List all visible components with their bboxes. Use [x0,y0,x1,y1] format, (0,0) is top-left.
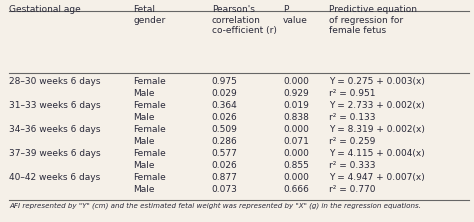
Text: Fetal
gender: Fetal gender [134,6,166,25]
Text: 0.071: 0.071 [283,137,309,146]
Text: r² = 0.333: r² = 0.333 [329,161,375,170]
Text: Y = 2.733 + 0.002(x): Y = 2.733 + 0.002(x) [329,101,425,110]
Text: 0.000: 0.000 [283,125,309,134]
Text: Male: Male [134,161,155,170]
Text: 34–36 weeks 6 days: 34–36 weeks 6 days [9,125,101,134]
Text: 0.929: 0.929 [283,89,309,98]
Text: 0.019: 0.019 [283,101,309,110]
Text: 0.364: 0.364 [212,101,237,110]
Text: 0.073: 0.073 [212,185,237,194]
Text: Gestational age: Gestational age [9,6,81,14]
Text: r² = 0.259: r² = 0.259 [329,137,375,146]
Text: 0.026: 0.026 [212,113,237,122]
Text: 0.000: 0.000 [283,77,309,86]
Text: Female: Female [134,77,166,86]
Text: Male: Male [134,185,155,194]
Text: r² = 0.770: r² = 0.770 [329,185,375,194]
Text: 37–39 weeks 6 days: 37–39 weeks 6 days [9,149,101,158]
Text: Female: Female [134,173,166,182]
Text: 0.509: 0.509 [212,125,237,134]
Text: Female: Female [134,149,166,158]
Text: Y = 4.947 + 0.007(x): Y = 4.947 + 0.007(x) [329,173,425,182]
Text: 0.855: 0.855 [283,161,309,170]
Text: 0.666: 0.666 [283,185,309,194]
Text: 0.286: 0.286 [212,137,237,146]
Text: Male: Male [134,89,155,98]
Text: Predictive equation
of regression for
female fetus: Predictive equation of regression for fe… [329,6,417,35]
Text: 0.000: 0.000 [283,173,309,182]
Text: 0.577: 0.577 [212,149,237,158]
Text: Pearson's
correlation
co-efficient (r): Pearson's correlation co-efficient (r) [212,6,277,35]
Text: Y = 4.115 + 0.004(x): Y = 4.115 + 0.004(x) [329,149,425,158]
Text: Y = 8.319 + 0.002(x): Y = 8.319 + 0.002(x) [329,125,425,134]
Text: 40–42 weeks 6 days: 40–42 weeks 6 days [9,173,101,182]
Text: P
value: P value [283,6,308,25]
Text: Female: Female [134,101,166,110]
Text: 0.029: 0.029 [212,89,237,98]
Text: 0.838: 0.838 [283,113,309,122]
Text: Male: Male [134,113,155,122]
Text: 0.877: 0.877 [212,173,237,182]
Text: 28–30 weeks 6 days: 28–30 weeks 6 days [9,77,101,86]
Text: Female: Female [134,125,166,134]
Text: r² = 0.951: r² = 0.951 [329,89,375,98]
Text: AFI represented by "Y" (cm) and the estimated fetal weight was represented by "X: AFI represented by "Y" (cm) and the esti… [9,202,421,209]
Text: 0.000: 0.000 [283,149,309,158]
Text: 0.975: 0.975 [212,77,237,86]
Text: 0.026: 0.026 [212,161,237,170]
Text: r² = 0.133: r² = 0.133 [329,113,375,122]
Text: Y = 0.275 + 0.003(x): Y = 0.275 + 0.003(x) [329,77,425,86]
Text: Male: Male [134,137,155,146]
Text: 31–33 weeks 6 days: 31–33 weeks 6 days [9,101,101,110]
